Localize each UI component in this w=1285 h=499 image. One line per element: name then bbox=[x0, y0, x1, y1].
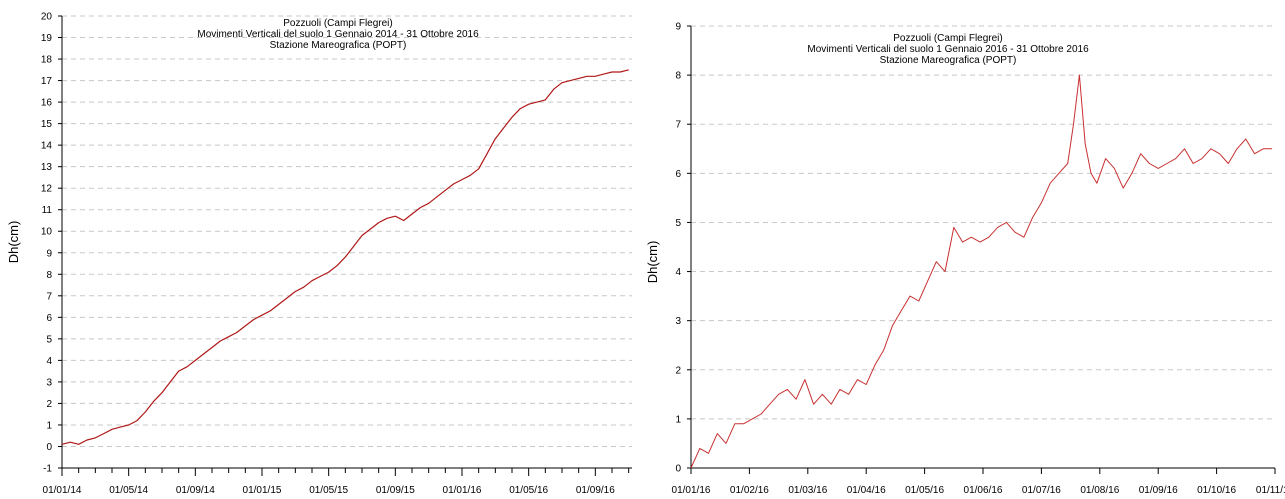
x-tick-label: 01/05/14 bbox=[109, 485, 148, 496]
x-tick-label: 01/05/16 bbox=[905, 485, 944, 496]
chart-title-line: Movimenti Verticali del suolo 1 Gennaio … bbox=[197, 29, 479, 40]
gridlines bbox=[62, 15, 632, 469]
y-tick-label: 3 bbox=[46, 377, 52, 388]
y-tick-label: 1 bbox=[46, 420, 52, 431]
y-tick-label: 20 bbox=[41, 12, 53, 23]
x-tick-label: 01/09/16 bbox=[576, 485, 615, 496]
y-tick-label: 15 bbox=[41, 119, 53, 130]
y-tick-label: 19 bbox=[41, 33, 53, 44]
x-tick-label: 01/07/16 bbox=[1022, 485, 1061, 496]
series-line bbox=[61, 69, 629, 445]
y-tick-label: 1 bbox=[675, 414, 681, 425]
y-tick-label: 9 bbox=[46, 248, 52, 259]
x-tick-label: 01/09/16 bbox=[1139, 485, 1178, 496]
y-tick-label: 12 bbox=[41, 184, 53, 195]
chart-title-line: Stazione Mareografica (POPT) bbox=[270, 40, 407, 51]
x-tick-label: 01/11/16 bbox=[1256, 485, 1285, 496]
y-tick-label: 16 bbox=[41, 98, 53, 109]
series-line bbox=[690, 74, 1273, 469]
x-tick-label: 01/02/16 bbox=[730, 485, 769, 496]
x-tick-label: 01/06/16 bbox=[964, 485, 1003, 496]
y-tick-label: 3 bbox=[675, 316, 681, 327]
y-tick-label: 0 bbox=[675, 464, 681, 475]
x-tick-label: 01/09/14 bbox=[176, 485, 215, 496]
x-tick-label: 01/05/15 bbox=[309, 485, 348, 496]
chart-panel-left: -1 0 1 2 3 4 5 6 7 8 9 10 11 12 13 14 15 16 17 18 19 20 01/01/… bbox=[0, 0, 640, 499]
x-tick-label: 01/03/16 bbox=[788, 485, 827, 496]
y-tick-label: 5 bbox=[46, 334, 52, 345]
x-tick-label: 01/05/16 bbox=[509, 485, 548, 496]
y-tick-label: 2 bbox=[675, 365, 681, 376]
x-tick-label: 01/09/15 bbox=[376, 485, 415, 496]
x-tick-label: 01/10/16 bbox=[1197, 485, 1236, 496]
y-tick-label: 13 bbox=[41, 162, 53, 173]
y-tick-label: 10 bbox=[41, 227, 53, 238]
chart-title-line: Movimenti Verticali del suolo 1 Gennaio … bbox=[807, 44, 1089, 55]
x-tick-label: 01/01/15 bbox=[243, 485, 282, 496]
y-tick-label: 7 bbox=[46, 291, 52, 302]
y-tick-label: 8 bbox=[675, 71, 681, 82]
y-axis-title: Dh(cm) bbox=[6, 221, 21, 264]
y-tick-label: 4 bbox=[675, 267, 681, 278]
chart-left: -10123456789101112131415161718192001/01/… bbox=[6, 12, 632, 496]
y-tick-label: 17 bbox=[41, 76, 53, 87]
y-tick-label: 9 bbox=[675, 22, 681, 33]
x-tick-label: 01/01/14 bbox=[43, 485, 82, 496]
chart-title-line: Pozzuoli (Campi Flegrei) bbox=[893, 33, 1002, 44]
chart-title-line: Pozzuoli (Campi Flegrei) bbox=[283, 18, 392, 29]
y-tick-label: 18 bbox=[41, 55, 53, 66]
x-tick-label: 01/01/16 bbox=[443, 485, 482, 496]
chart-panel-right: 0 1 2 3 4 5 6 7 8 9 01/01/16 01/02/16 01/03/16 01/04/… bbox=[643, 0, 1285, 499]
y-tick-label: 5 bbox=[675, 218, 681, 229]
gridlines bbox=[691, 25, 1275, 469]
x-tick-label: 01/04/16 bbox=[847, 485, 886, 496]
y-tick-label: 8 bbox=[46, 270, 52, 281]
y-tick-label: 7 bbox=[675, 120, 681, 131]
y-axis-title: Dh(cm) bbox=[645, 241, 660, 284]
y-tick-label: 6 bbox=[46, 313, 52, 324]
chart-right: 0 1 2 3 4 5 6 7 8 9 01/01/16 01/02/16 01/03/16 01/04/… bbox=[645, 22, 1285, 497]
y-tick-label: 6 bbox=[675, 169, 681, 180]
y-tick-label: 14 bbox=[41, 141, 53, 152]
y-tick-label: 4 bbox=[46, 356, 52, 367]
y-tick-label: -1 bbox=[43, 464, 52, 475]
x-tick-label: 01/01/16 bbox=[672, 485, 711, 496]
y-tick-label: 2 bbox=[46, 399, 52, 410]
y-tick-label: 0 bbox=[46, 442, 52, 453]
y-tick-label: 11 bbox=[42, 205, 53, 216]
x-tick-label: 01/08/16 bbox=[1080, 485, 1119, 496]
chart-title-line: Stazione Mareografica (POPT) bbox=[880, 55, 1017, 66]
